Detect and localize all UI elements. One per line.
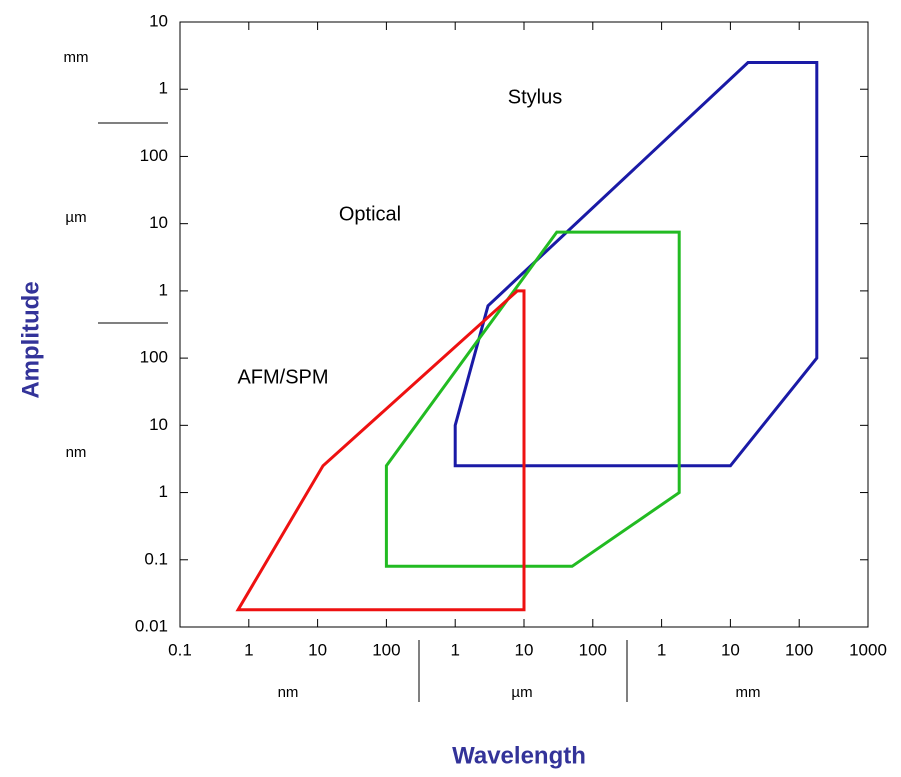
y-tick-label: 10	[149, 213, 168, 232]
x-unit-label: nm	[278, 684, 299, 701]
y-tick-label: 0.01	[135, 616, 168, 635]
y-axis-title: Amplitude	[17, 281, 44, 398]
x-tick-label: 100	[785, 640, 813, 659]
series-label: AFM/SPM	[237, 366, 328, 388]
series-polygon	[384, 230, 681, 568]
x-unit-label: mm	[736, 684, 761, 701]
y-unit-label: µm	[65, 209, 86, 226]
y-tick-label: 0.1	[144, 549, 168, 568]
series-label: Optical	[339, 203, 401, 225]
y-tick-label: 1	[159, 482, 168, 501]
x-tick-label: 1000	[849, 640, 887, 659]
x-tick-label: 0.1	[168, 640, 192, 659]
y-tick-label: 1	[159, 79, 168, 98]
x-tick-label: 1	[244, 640, 253, 659]
x-tick-label: 10	[515, 640, 534, 659]
y-unit-label: nm	[66, 444, 87, 461]
series-polygon	[235, 289, 526, 612]
y-tick-label: 100	[140, 348, 168, 367]
y-tick-label: 10	[149, 415, 168, 434]
y-tick-label: 100	[140, 146, 168, 165]
y-tick-label: 10	[149, 11, 168, 30]
x-tick-label: 100	[372, 640, 400, 659]
x-tick-label: 1	[450, 640, 459, 659]
y-unit-label: mm	[64, 49, 89, 66]
series-polygon	[453, 61, 819, 468]
series-label: Stylus	[508, 86, 562, 108]
x-axis-title: Wavelength	[452, 742, 586, 769]
x-tick-label: 10	[721, 640, 740, 659]
x-tick-label: 100	[579, 640, 607, 659]
x-unit-label: µm	[511, 684, 532, 701]
y-tick-label: 1	[159, 280, 168, 299]
x-tick-label: 1	[657, 640, 666, 659]
x-tick-label: 10	[308, 640, 327, 659]
